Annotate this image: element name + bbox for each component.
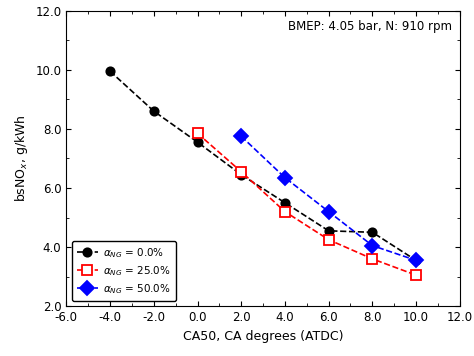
Text: BMEP: 4.05 bar, N: 910 rpm: BMEP: 4.05 bar, N: 910 rpm: [288, 20, 452, 32]
X-axis label: CA50, CA degrees (ATDC): CA50, CA degrees (ATDC): [183, 330, 343, 342]
Legend: $\alpha_{NG}$ = 0.0%, $\alpha_{NG}$ = 25.0%, $\alpha_{NG}$ = 50.0%: $\alpha_{NG}$ = 0.0%, $\alpha_{NG}$ = 25…: [72, 241, 176, 301]
Y-axis label: bsNO$_x$, g/kWh: bsNO$_x$, g/kWh: [13, 115, 30, 202]
